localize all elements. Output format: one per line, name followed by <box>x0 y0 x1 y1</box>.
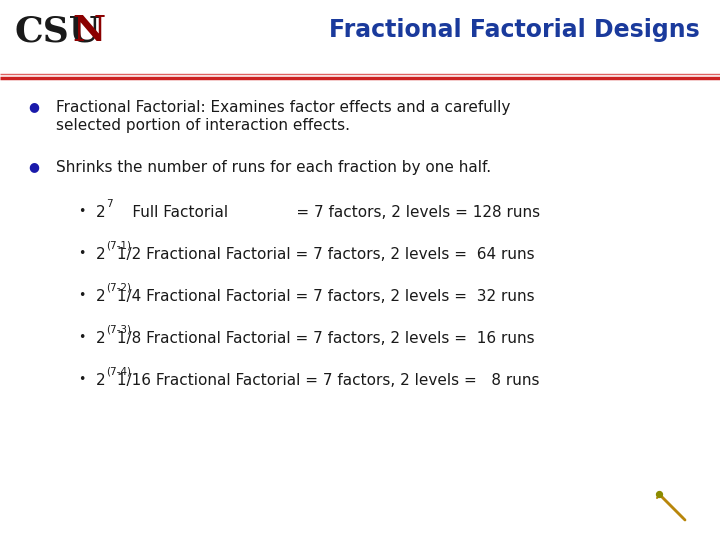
Text: selected portion of interaction effects.: selected portion of interaction effects. <box>56 118 350 133</box>
Text: •: • <box>78 331 86 344</box>
Text: 2: 2 <box>96 205 106 220</box>
Text: (7-4): (7-4) <box>106 367 131 377</box>
Text: 7: 7 <box>106 199 112 209</box>
Text: Fractional Factorial: Examines factor effects and a carefully: Fractional Factorial: Examines factor ef… <box>56 100 510 115</box>
Text: •: • <box>78 205 86 218</box>
Text: (7-1): (7-1) <box>106 241 131 251</box>
Text: N: N <box>72 14 105 48</box>
Text: 1/2 Fractional Factorial = 7 factors, 2 levels =  64 runs: 1/2 Fractional Factorial = 7 factors, 2 … <box>112 247 534 262</box>
Point <box>653 490 665 498</box>
Text: 1/16 Fractional Factorial = 7 factors, 2 levels =   8 runs: 1/16 Fractional Factorial = 7 factors, 2… <box>112 373 539 388</box>
Text: •: • <box>78 373 86 386</box>
Text: (7-2): (7-2) <box>106 283 131 293</box>
Text: 2: 2 <box>96 331 106 346</box>
Text: ●: ● <box>28 160 39 173</box>
Text: Shrinks the number of runs for each fraction by one half.: Shrinks the number of runs for each frac… <box>56 160 491 175</box>
Text: Fractional Factorial Designs: Fractional Factorial Designs <box>329 18 700 42</box>
Text: CSU: CSU <box>14 14 100 48</box>
Text: 2: 2 <box>96 289 106 304</box>
Text: Full Factorial              = 7 factors, 2 levels = 128 runs: Full Factorial = 7 factors, 2 levels = 1… <box>108 205 540 220</box>
Text: 2: 2 <box>96 247 106 262</box>
Text: •: • <box>78 247 86 260</box>
Text: •: • <box>78 289 86 302</box>
Text: 1/4 Fractional Factorial = 7 factors, 2 levels =  32 runs: 1/4 Fractional Factorial = 7 factors, 2 … <box>112 289 534 304</box>
Text: ●: ● <box>28 100 39 113</box>
Text: (7-3): (7-3) <box>106 325 131 335</box>
Text: 1/8 Fractional Factorial = 7 factors, 2 levels =  16 runs: 1/8 Fractional Factorial = 7 factors, 2 … <box>112 331 534 346</box>
Text: 2: 2 <box>96 373 106 388</box>
